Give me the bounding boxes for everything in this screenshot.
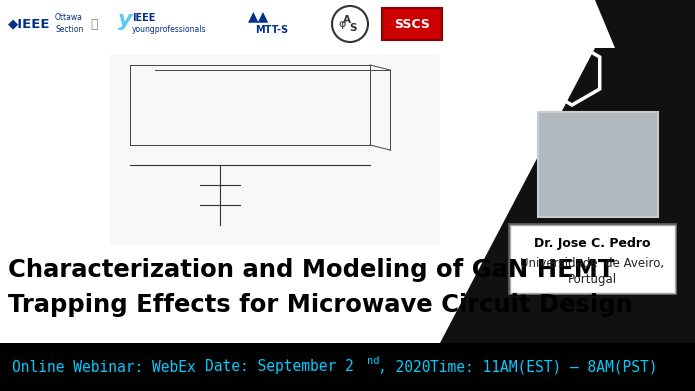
- Text: youngprofessionals: youngprofessionals: [132, 25, 206, 34]
- Text: φ: φ: [338, 19, 345, 29]
- Text: Date: September 2: Date: September 2: [205, 359, 354, 375]
- Text: Trapping Effects for Microwave Circuit Design: Trapping Effects for Microwave Circuit D…: [8, 293, 632, 317]
- Bar: [538, 112, 658, 217]
- Text: y: y: [118, 10, 133, 30]
- Text: Dr. Jose C. Pedro: Dr. Jose C. Pedro: [534, 237, 651, 249]
- Text: Online Webinar: WebEx: Online Webinar: WebEx: [12, 359, 196, 375]
- Text: ▲▲: ▲▲: [248, 9, 269, 23]
- Text: ⛪: ⛪: [90, 18, 97, 30]
- Polygon shape: [595, 0, 695, 48]
- Bar: [382, 8, 442, 40]
- Polygon shape: [0, 48, 595, 343]
- Text: ◆IEEE: ◆IEEE: [8, 18, 51, 30]
- Text: Section: Section: [55, 25, 83, 34]
- Circle shape: [332, 6, 368, 42]
- Text: SSCS: SSCS: [394, 18, 430, 30]
- Bar: [0, 343, 695, 391]
- Bar: [510, 225, 675, 293]
- Text: , 2020: , 2020: [378, 359, 430, 375]
- Bar: [110, 55, 440, 245]
- Text: Characterization and Modeling of GaN HEMT: Characterization and Modeling of GaN HEM…: [8, 258, 614, 282]
- Text: nd: nd: [367, 356, 379, 366]
- Text: Ottawa: Ottawa: [55, 14, 83, 23]
- Text: Time: 11AM(EST) – 8AM(PST): Time: 11AM(EST) – 8AM(PST): [430, 359, 657, 375]
- Text: MTT-S: MTT-S: [255, 25, 288, 35]
- Text: Portugal: Portugal: [568, 273, 617, 285]
- Bar: [508, 223, 677, 295]
- Text: A: A: [343, 15, 351, 25]
- Bar: [0, 0, 695, 48]
- Text: Universidade  de Aveiro,: Universidade de Aveiro,: [521, 256, 664, 269]
- Text: IEEE: IEEE: [132, 13, 156, 23]
- Text: S: S: [350, 23, 357, 33]
